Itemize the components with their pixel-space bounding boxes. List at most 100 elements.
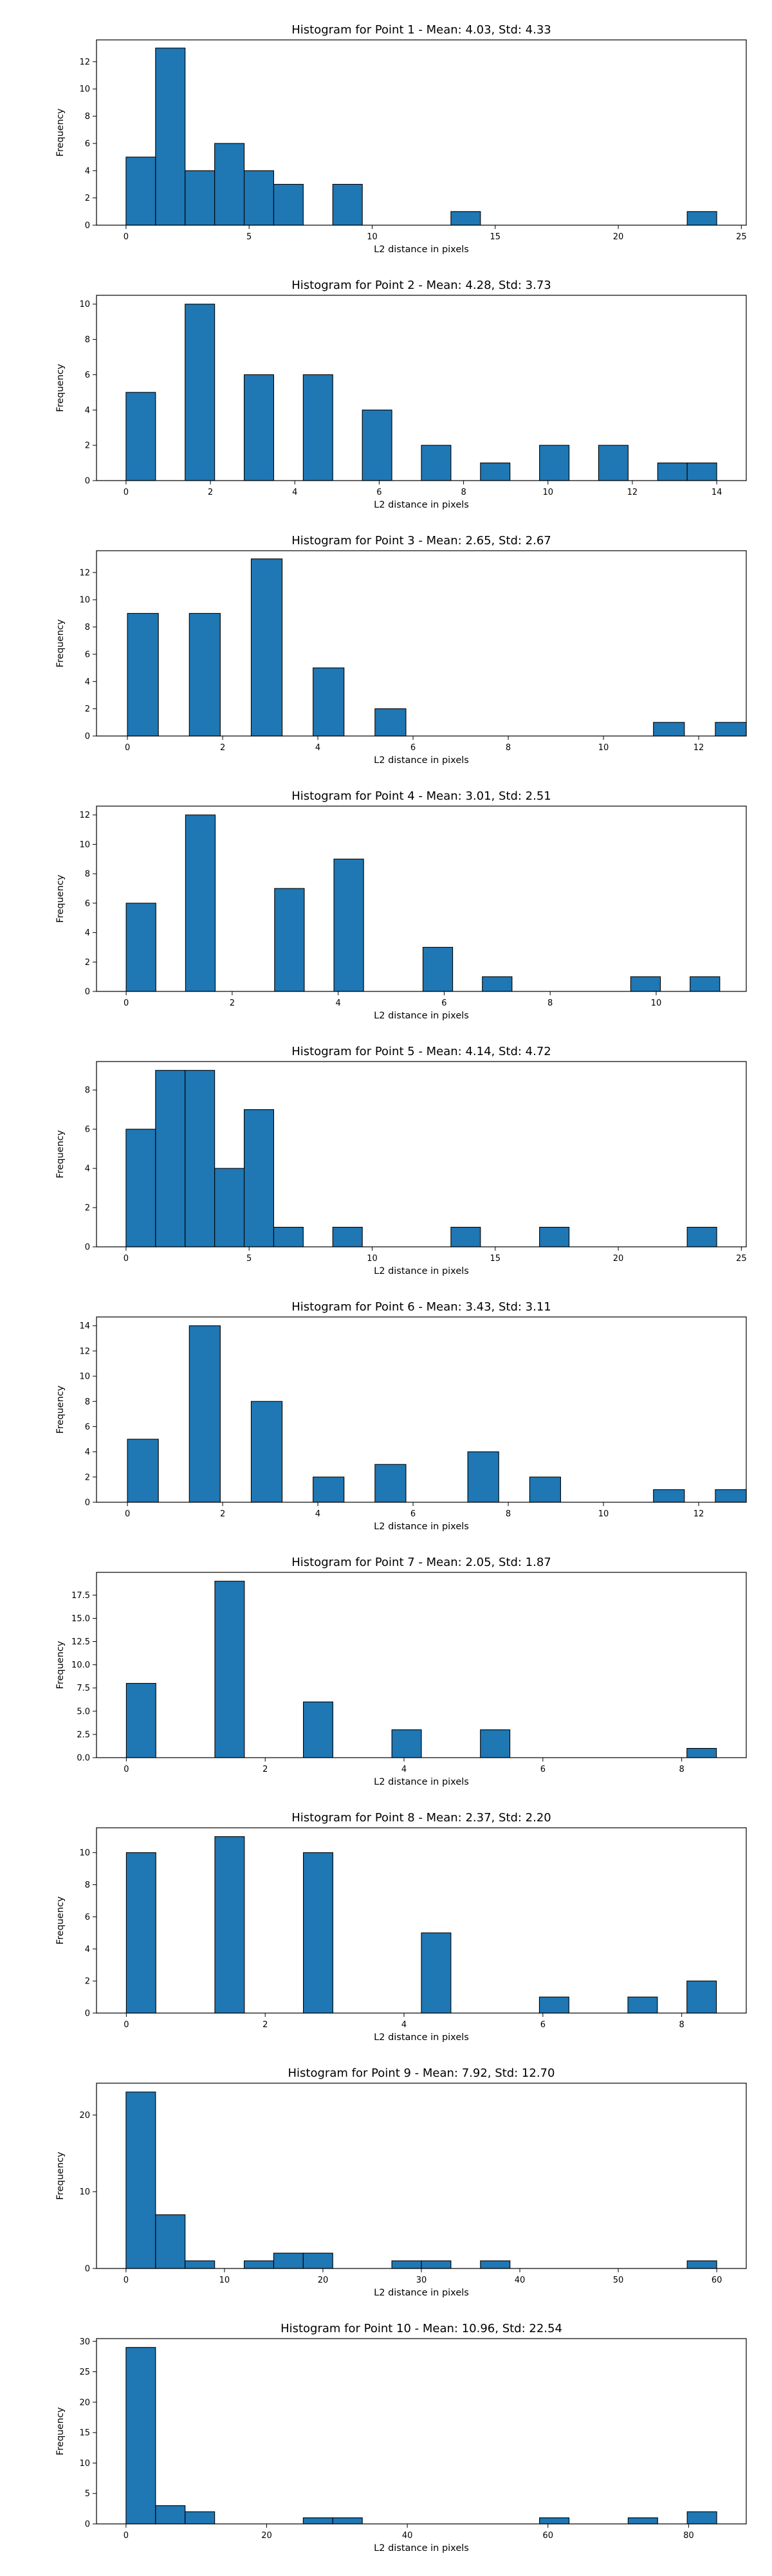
y-tick-label: 5 [85,2489,90,2499]
chart-title: Histogram for Point 7 - Mean: 2.05, Std:… [291,1556,551,1569]
plot-frame [96,1061,747,1247]
plot-frame [96,295,747,481]
histogram-bar [374,1464,407,1503]
y-tick-label: 12 [79,57,90,67]
histogram-bar [125,1128,156,1247]
histogram-bar [273,183,304,226]
histogram-bar [627,2517,658,2525]
y-axis-label: Frequency [55,108,66,156]
y-axis-label: Frequency [55,2151,66,2200]
histogram-bar [185,1070,216,1247]
x-tick-label: 6 [441,998,446,1008]
histogram-bar [188,1325,221,1503]
histogram-bar [362,409,392,481]
y-tick-label: 12.5 [71,1637,90,1647]
x-tick-label: 12 [694,743,704,753]
histogram-bar [690,976,721,992]
x-tick-label: 10 [542,488,553,497]
histogram-bar [421,445,452,481]
histogram-panel: 0 2 4 6 8 0 2 4 6 8 10 Histogram for Point 8 - Mean… [55,1811,747,2043]
y-tick-label: 6 [85,1125,90,1135]
y-axis-label: Frequency [55,619,66,667]
y-tick-label: 2 [85,1204,90,1213]
histogram-bar [653,1489,685,1503]
histogram-bar [125,903,156,992]
y-axis-label: Frequency [55,363,66,412]
x-tick-label: 0 [125,1509,130,1519]
y-tick-label: 10 [79,1848,90,1858]
plot-frame [96,550,747,737]
histogram-bar [333,858,364,992]
y-tick-label: 0 [85,2009,90,2019]
histogram-bar [686,463,717,481]
histogram-bar [125,392,156,481]
y-tick-label: 10 [79,300,90,309]
histogram-bar [391,2260,422,2269]
histogram-bar [302,2517,333,2525]
x-tick-label: 10 [219,2276,230,2285]
y-tick-label: 4 [85,1448,90,1457]
histogram-bar [155,2214,186,2269]
histogram-bar [480,1729,511,1758]
histogram-bar [125,2092,156,2269]
histogram-panel: 0 5 10 15 20 25 0 2 4 6 8 Histogram for Point 5 - M… [55,1045,747,1276]
y-tick-label: 4 [85,406,90,416]
histogram-bar [539,2517,570,2525]
x-axis-label: L2 distance in pixels [374,1522,469,1532]
x-tick-label: 10 [598,743,609,753]
histogram-bar [332,183,363,226]
x-tick-label: 0 [124,2531,129,2541]
y-axis-label: Frequency [55,1641,66,1689]
x-tick-label: 60 [542,2531,553,2541]
x-tick-label: 0 [124,2276,129,2285]
y-tick-label: 6 [85,139,90,149]
x-axis-label: L2 distance in pixels [374,244,469,255]
histogram-panel: 0 5 10 15 20 25 0 2 4 6 8 10 12 Histogram for Point 1… [55,23,747,255]
y-tick-label: 4 [85,677,90,687]
plot-frame [96,805,747,992]
histogram-bar [214,1168,245,1247]
histogram-bar [450,211,481,226]
chart-title: Histogram for Point 4 - Mean: 3.01, Std:… [291,789,551,803]
histogram-bar [715,1489,747,1503]
y-tick-label: 2 [85,1473,90,1482]
y-tick-label: 8 [85,870,90,879]
x-tick-label: 25 [736,232,747,242]
histogram-bar [214,1836,245,2014]
x-axis-label: L2 distance in pixels [374,1777,469,1787]
y-tick-label: 10 [79,1372,90,1382]
y-axis-label: Frequency [55,1896,66,1944]
x-tick-label: 10 [651,998,662,1008]
histogram-bar [125,156,156,226]
histogram-bar [185,304,216,481]
chart-title: Histogram for Point 1 - Mean: 4.03, Std:… [291,23,551,37]
y-axis-label: Frequency [55,1385,66,1433]
histogram-bar [185,2511,216,2525]
x-tick-label: 2 [262,1765,268,1774]
x-tick-label: 8 [506,1509,511,1519]
histogram-bar [243,2260,275,2269]
x-tick-label: 20 [613,1254,624,1264]
plot-frame [96,2338,747,2525]
x-tick-label: 5 [246,1254,252,1264]
y-tick-label: 15 [79,2429,90,2438]
x-axis-label: L2 distance in pixels [374,755,469,766]
y-tick-label: 8 [85,1881,90,1890]
x-tick-label: 80 [683,2531,694,2541]
histogram-bar [155,2505,186,2525]
y-tick-label: 10 [79,2459,90,2469]
y-tick-label: 15.0 [71,1614,90,1624]
y-tick-label: 20 [79,2111,90,2121]
x-axis-label: L2 distance in pixels [374,2032,469,2043]
histogram-bar [422,946,454,992]
histogram-bar [450,1226,481,1247]
x-tick-label: 15 [490,232,501,242]
x-axis-label: L2 distance in pixels [374,2288,469,2298]
histogram-bar [686,1748,717,1758]
y-tick-label: 10 [79,596,90,605]
histogram-bar [686,211,717,226]
x-tick-label: 4 [401,2020,407,2030]
y-tick-label: 2.5 [77,1730,90,1740]
